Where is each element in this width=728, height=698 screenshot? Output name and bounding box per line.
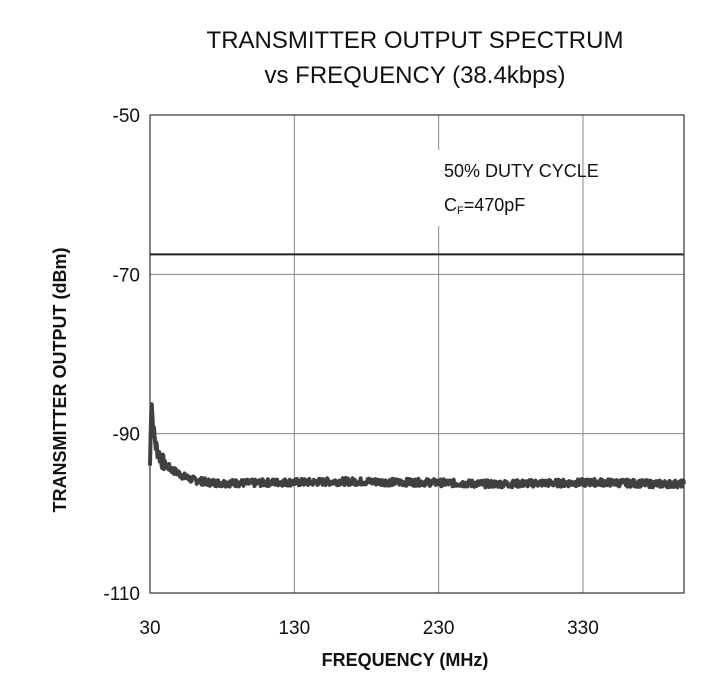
x-tick-label: 330: [567, 618, 599, 639]
annotation-duty-cycle: 50% DUTY CYCLE: [444, 161, 599, 181]
plot-frame: [149, 114, 685, 594]
y-tick-label: -110: [103, 584, 140, 605]
chart-title-line1: TRANSMITTER OUTPUT SPECTRUM: [207, 27, 624, 54]
annotation-cf-subscript: F: [457, 205, 464, 217]
x-axis-label: FREQUENCY (MHz): [322, 650, 489, 670]
annotation-cf: CF=470pF: [444, 195, 525, 217]
y-axis-label: TRANSMITTER OUTPUT (dBm): [50, 248, 70, 513]
grid-lines: [150, 115, 684, 593]
chart-title-line2: vs FREQUENCY (38.4kbps): [265, 62, 566, 89]
annotation-cf-value: =470pF: [464, 195, 526, 215]
annotation-cf-prefix: C: [444, 195, 457, 215]
x-tick-label: 130: [278, 618, 310, 639]
x-tick-label: 30: [139, 618, 160, 639]
y-tick-label: -50: [113, 106, 140, 127]
y-tick-label: -70: [113, 265, 140, 286]
annotation-background: [438, 150, 580, 226]
y-tick-labels: -50 -70 -90 -110: [103, 106, 140, 605]
y-tick-label: -90: [113, 425, 140, 446]
x-tick-label: 230: [423, 618, 455, 639]
series-line-transmitter-output: [148, 402, 686, 490]
x-tick-labels: 30 130 230 330: [139, 618, 598, 639]
